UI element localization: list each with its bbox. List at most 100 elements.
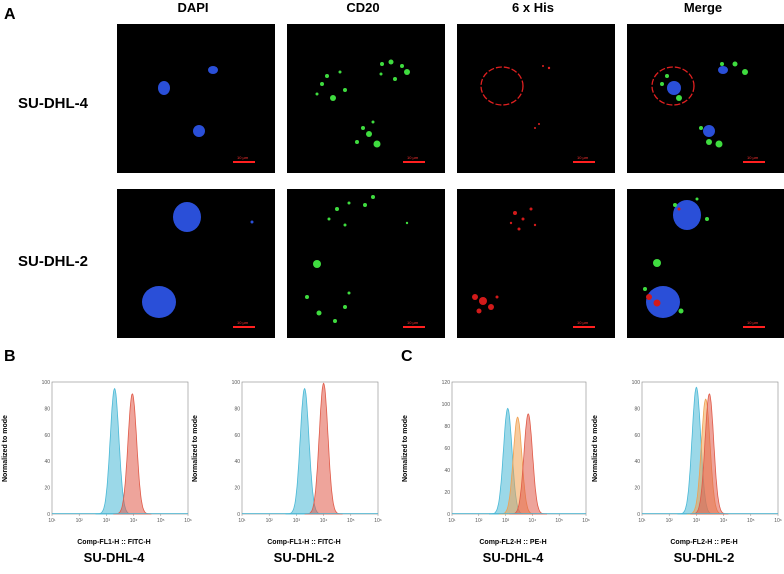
scale-bar-label: 10 µm bbox=[237, 320, 249, 325]
x-tick-label: 10² bbox=[266, 518, 274, 524]
y-tick-label: 60 bbox=[444, 446, 450, 452]
histogram-svg: 0 20 40 60 80 100 120 10¹ 10² 10³ 10⁴ 10⁵ 10⁶ bbox=[442, 380, 590, 524]
x-tick-label: 10⁶ bbox=[374, 518, 382, 524]
x-tick-label: 10² bbox=[76, 518, 84, 524]
x-axis-label: Comp-FL1-H :: FITC-H bbox=[77, 539, 151, 546]
panel-label-c: C bbox=[401, 348, 413, 365]
x-tick-label: 10⁴ bbox=[720, 518, 728, 524]
column-header-his: 6 x His bbox=[512, 0, 554, 15]
scale-bar-label: 10 µm bbox=[407, 320, 419, 325]
chart-title: SU-DHL-4 bbox=[83, 550, 145, 565]
x-tick-label: 10⁶ bbox=[774, 518, 782, 524]
x-tick-label: 10⁴ bbox=[320, 518, 328, 524]
y-tick-label: 80 bbox=[44, 406, 50, 412]
chart-title: SU-DHL-2 bbox=[273, 550, 335, 565]
x-tick-label: 10¹ bbox=[638, 518, 646, 524]
x-axis-label: Comp-FL1-H :: FITC-H bbox=[267, 539, 341, 546]
y-tick-label: 0 bbox=[237, 512, 240, 518]
row-label-su-dhl-2: SU-DHL-2 bbox=[18, 253, 88, 270]
scale-bar bbox=[403, 326, 425, 328]
y-tick-label: 100 bbox=[232, 380, 241, 386]
y-tick-label: 20 bbox=[444, 490, 450, 496]
micrograph-su-dhl-4-cd20: 10 µm bbox=[287, 24, 445, 173]
y-tick-label: 80 bbox=[634, 406, 640, 412]
y-tick-label: 40 bbox=[234, 459, 240, 465]
x-tick-label: 10⁵ bbox=[347, 518, 355, 524]
x-tick-label: 10³ bbox=[293, 518, 301, 524]
column-header-cd20: CD20 bbox=[346, 0, 380, 15]
histogram-c-su-dhl-4: 0 20 40 60 80 100 120 10¹ 10² 10³ 10⁴ 10⁵ 10⁶ bbox=[438, 378, 590, 526]
x-tick-label: 10³ bbox=[502, 518, 510, 524]
scale-bar-label: 10 µm bbox=[577, 320, 589, 325]
y-tick-label: 80 bbox=[234, 406, 240, 412]
chart-title: SU-DHL-4 bbox=[482, 550, 544, 565]
x-tick-label: 10⁵ bbox=[157, 518, 165, 524]
scale-bar bbox=[573, 161, 595, 163]
x-tick-label: 10⁶ bbox=[184, 518, 192, 524]
histogram-svg: 0 20 40 60 80 100 10¹ 10² 10³ 10⁴ 10⁵ 10⁶ bbox=[632, 380, 782, 524]
y-tick-label: 60 bbox=[44, 433, 50, 439]
y-tick-label: 20 bbox=[634, 486, 640, 492]
scale-bar bbox=[743, 161, 765, 163]
x-tick-label: 10⁵ bbox=[555, 518, 563, 524]
histogram-svg: 0 20 40 60 80 100 10¹ 10² 10³ 10⁴ 10⁵ 10⁶ bbox=[42, 380, 192, 524]
y-tick-label: 0 bbox=[47, 512, 50, 518]
x-tick-label: 10² bbox=[475, 518, 483, 524]
x-tick-label: 10³ bbox=[103, 518, 111, 524]
y-axis-label: Normalized to mode bbox=[592, 415, 599, 482]
scale-bar bbox=[403, 161, 425, 163]
histogram-series bbox=[113, 393, 152, 515]
panel-label-b: B bbox=[4, 348, 16, 365]
scale-bar bbox=[573, 326, 595, 328]
y-axis-label: Normalized to mode bbox=[192, 415, 199, 482]
histogram-svg: 0 20 40 60 80 100 10¹ 10² 10³ 10⁴ 10⁵ 10⁶ bbox=[232, 380, 382, 524]
micrograph-su-dhl-4-merge: 10 µm bbox=[627, 24, 784, 173]
scale-bar bbox=[743, 326, 765, 328]
y-tick-label: 100 bbox=[632, 380, 641, 386]
scale-bar-label: 10 µm bbox=[237, 155, 249, 160]
y-tick-label: 0 bbox=[447, 512, 450, 518]
histogram-c-su-dhl-2: 0 20 40 60 80 100 10¹ 10² 10³ 10⁴ 10⁵ 10⁶ bbox=[628, 378, 782, 526]
x-tick-label: 10⁶ bbox=[582, 518, 590, 524]
histogram-series bbox=[509, 413, 547, 515]
x-tick-label: 10⁴ bbox=[130, 518, 138, 524]
micrograph-su-dhl-2-cd20: 10 µm bbox=[287, 189, 445, 338]
y-tick-label: 0 bbox=[637, 512, 640, 518]
scale-bar-label: 10 µm bbox=[747, 320, 759, 325]
micrograph-su-dhl-2-his: 10 µm bbox=[457, 189, 615, 338]
y-tick-label: 100 bbox=[42, 380, 51, 386]
y-axis-label: Normalized to mode bbox=[402, 415, 409, 482]
scale-bar bbox=[233, 326, 255, 328]
row-label-su-dhl-4: SU-DHL-4 bbox=[18, 95, 88, 112]
y-tick-label: 40 bbox=[44, 459, 50, 465]
histogram-b-su-dhl-4: 0 20 40 60 80 100 10¹ 10² 10³ 10⁴ 10⁵ 10⁶ bbox=[38, 378, 192, 526]
micrograph-su-dhl-4-his: 10 µm bbox=[457, 24, 615, 173]
x-tick-label: 10¹ bbox=[448, 518, 456, 524]
y-tick-label: 60 bbox=[634, 433, 640, 439]
histogram-series bbox=[304, 382, 343, 515]
scale-bar-label: 10 µm bbox=[577, 155, 589, 160]
x-tick-label: 10¹ bbox=[238, 518, 246, 524]
x-tick-label: 10⁴ bbox=[529, 518, 537, 524]
micrograph-su-dhl-2-dapi: 10 µm bbox=[117, 189, 275, 338]
histogram-b-su-dhl-2: 0 20 40 60 80 100 10¹ 10² 10³ 10⁴ 10⁵ 10⁶ bbox=[228, 378, 382, 526]
y-axis-label: Normalized to mode bbox=[2, 415, 9, 482]
y-tick-label: 20 bbox=[44, 486, 50, 492]
micrograph-su-dhl-2-merge: 10 µm bbox=[627, 189, 784, 338]
chart-title: SU-DHL-2 bbox=[673, 550, 735, 565]
x-tick-label: 10³ bbox=[693, 518, 701, 524]
y-tick-label: 40 bbox=[444, 468, 450, 474]
y-tick-label: 40 bbox=[634, 459, 640, 465]
y-tick-label: 20 bbox=[234, 486, 240, 492]
x-tick-label: 10⁵ bbox=[747, 518, 755, 524]
panel-label-a: A bbox=[4, 6, 16, 23]
scale-bar-label: 10 µm bbox=[407, 155, 419, 160]
x-tick-label: 10² bbox=[666, 518, 674, 524]
x-axis-label: Comp-FL2-H :: PE-H bbox=[479, 539, 547, 546]
y-tick-label: 60 bbox=[234, 433, 240, 439]
column-header-dapi: DAPI bbox=[177, 0, 209, 15]
scale-bar-label: 10 µm bbox=[747, 155, 759, 160]
x-axis-label: Comp-FL2-H :: PE-H bbox=[670, 539, 738, 546]
column-header-merge: Merge bbox=[683, 0, 723, 15]
histogram-series bbox=[690, 393, 729, 515]
